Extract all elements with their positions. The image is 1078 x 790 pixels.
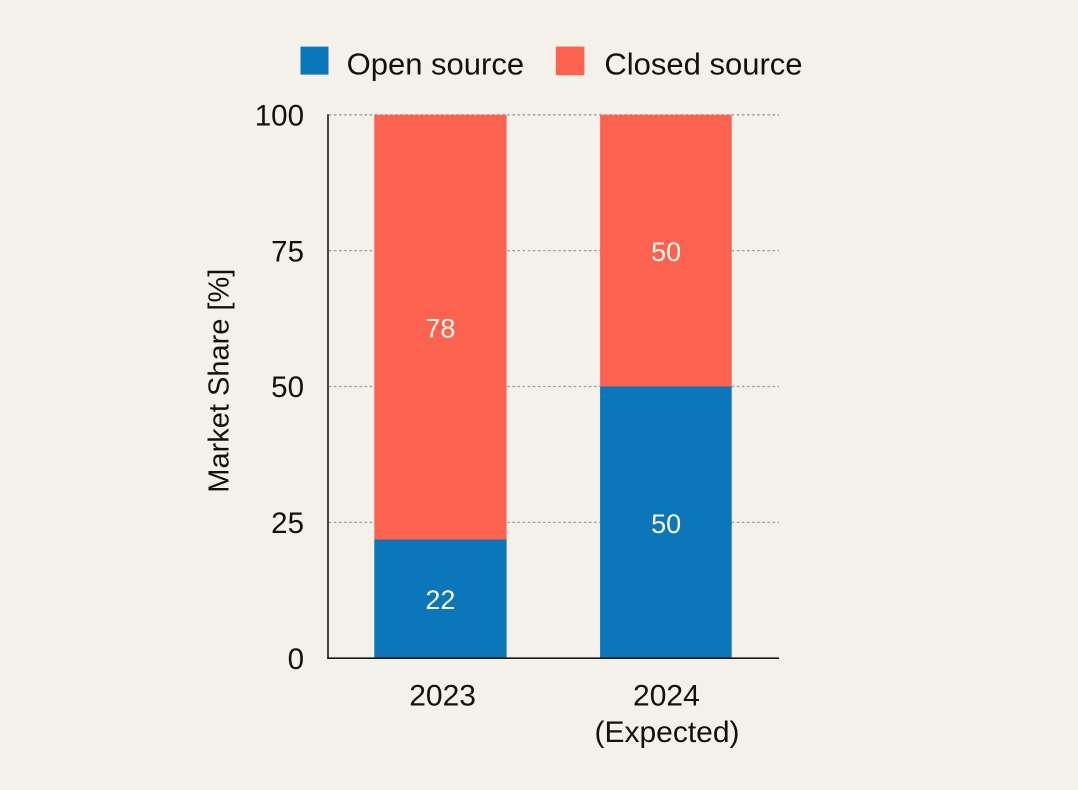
svg-text:25: 25 <box>271 507 304 540</box>
svg-text:0: 0 <box>288 643 304 676</box>
svg-text:50: 50 <box>651 237 681 267</box>
svg-text:2024: 2024 <box>633 680 700 713</box>
svg-text:100: 100 <box>255 100 304 133</box>
svg-text:75: 75 <box>271 235 304 268</box>
svg-text:22: 22 <box>425 585 455 615</box>
svg-text:(Expected): (Expected) <box>594 716 739 749</box>
svg-text:Closed source: Closed source <box>604 46 802 81</box>
svg-text:78: 78 <box>425 313 455 343</box>
svg-text:50: 50 <box>271 371 304 404</box>
svg-text:Open source: Open source <box>347 46 524 81</box>
svg-text:2023: 2023 <box>409 680 476 713</box>
svg-text:Market Share [%]: Market Share [%] <box>204 269 236 493</box>
svg-text:50: 50 <box>651 509 681 539</box>
